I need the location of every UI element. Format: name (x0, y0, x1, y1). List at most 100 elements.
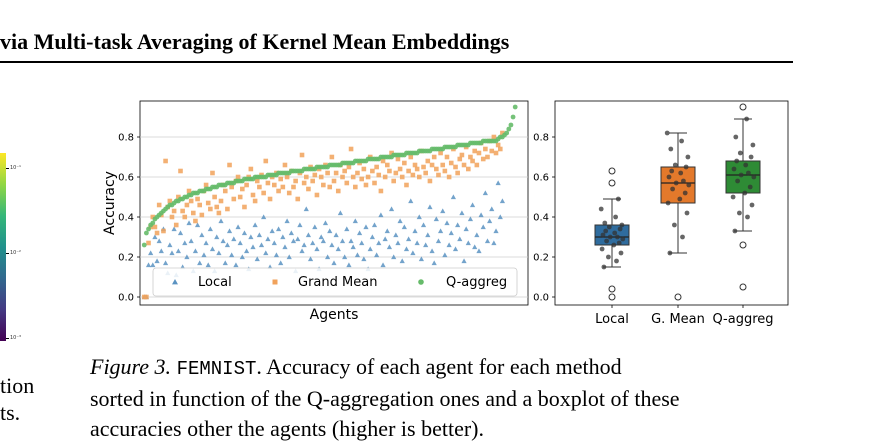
scatter-point-q-aggreg (506, 126, 512, 132)
legend-marker-q-aggreg (418, 279, 424, 285)
box-agent-point (614, 258, 619, 264)
scatter-point-grand-mean (229, 184, 234, 190)
box-local (594, 167, 630, 301)
scatter-point-grand-mean (461, 162, 467, 168)
scatter-point-local (440, 208, 446, 214)
colorbar-tick-label: 10⁻¹ (10, 165, 22, 171)
scatter-point-grand-mean (374, 164, 379, 170)
scatter-point-local (384, 228, 390, 234)
scatter-point-local (491, 240, 497, 246)
scatter-point-local (399, 258, 405, 264)
box-agent-point (678, 170, 684, 176)
box-y-tick-label: 0.6 (533, 173, 549, 184)
figure-3: 0.0 0.2 0.4 0.6 0.8 Accuracy Agents Local Gr… (102, 100, 789, 327)
scatter-point-grand-mean (497, 146, 503, 152)
scatter-point-grand-mean (387, 168, 392, 174)
box-agent-point (735, 178, 740, 184)
scatter-point-grand-mean (250, 192, 256, 198)
colorbar-tick-label: 10⁻³ (10, 335, 22, 341)
scatter-point-local (499, 198, 506, 204)
scatter-point-grand-mean (344, 180, 350, 186)
scatter-point-local (303, 206, 309, 212)
legend-box (152, 267, 518, 297)
scatter-point-local (388, 206, 395, 212)
scatter-point-grand-mean (314, 192, 320, 198)
scatter-point-local (493, 228, 499, 234)
scatter-point-grand-mean (312, 172, 318, 178)
scatter-point-local (346, 262, 352, 268)
scatter-point-local (299, 248, 305, 254)
scatter-point-grand-mean (466, 166, 471, 172)
scatter-point-local (465, 240, 471, 246)
scatter-point-local (335, 246, 341, 252)
scatter-point-grand-mean (427, 178, 433, 184)
scatter-point-grand-mean (414, 166, 420, 172)
box-x-tick-label: G. Mean (651, 312, 705, 327)
scatter-point-grand-mean (431, 154, 437, 160)
scatter-point-grand-mean (214, 204, 220, 210)
scatter-point-local (188, 238, 194, 244)
scatter-point-local (344, 226, 350, 232)
scatter-point-grand-mean (235, 174, 241, 180)
box-agent-point (738, 172, 744, 178)
box-agent-point (603, 228, 609, 234)
box-agent-point (612, 230, 618, 236)
scatter-y-tick-label: 0.8 (118, 133, 134, 144)
box-agent-point (615, 234, 620, 240)
scatter-point-local (495, 180, 501, 186)
scatter-point-grand-mean (154, 230, 160, 236)
scatter-point-grand-mean (399, 174, 405, 180)
scatter-point-local (408, 198, 414, 204)
scatter-point-local (418, 256, 425, 262)
scatter-point-grand-mean (355, 170, 360, 176)
box-agent-point (673, 180, 679, 186)
scatter-point-local (275, 226, 282, 232)
scatter-point-local (169, 250, 175, 256)
box-agent-point (619, 222, 625, 228)
scatter-point-grand-mean (470, 158, 475, 164)
scatter-y-tick-label: 0.0 (118, 293, 134, 304)
box-g-mean (660, 130, 696, 301)
box-agent-point (668, 146, 674, 152)
scatter-point-local (450, 194, 456, 200)
scatter-point-local (269, 228, 275, 234)
box-agent-point (742, 190, 748, 196)
box-outlier (739, 283, 747, 291)
scatter-point-local (348, 238, 354, 244)
scatter-point-local (331, 260, 337, 266)
scatter-point-local (192, 248, 199, 254)
scatter-point-local (433, 216, 439, 222)
box-agent-point (667, 250, 673, 256)
caption-line-2: sorted in function of the Q-aggregation … (90, 386, 680, 411)
scatter-point-local (474, 232, 480, 238)
scatter-point-grand-mean (468, 154, 473, 160)
scatter-point-grand-mean (310, 178, 315, 184)
box-agent-point (734, 158, 740, 164)
scatter-point-grand-mean (408, 154, 414, 160)
box-outlier (608, 285, 616, 293)
scatter-point-grand-mean (442, 168, 448, 174)
scatter-point-local (201, 252, 207, 258)
box-agent-point (684, 210, 690, 216)
scatter-point-local (467, 216, 474, 222)
scatter-point-grand-mean (382, 174, 388, 180)
scatter-point-local (452, 246, 459, 252)
scatter-y-tick-label: 0.2 (118, 253, 134, 264)
scatter-point-grand-mean (225, 206, 230, 212)
box-agent-point (737, 210, 742, 216)
scatter-point-local (361, 256, 367, 262)
scatter-point-grand-mean (280, 184, 286, 190)
scatter-point-local (320, 238, 326, 244)
scatter-point-grand-mean (365, 174, 371, 180)
box-y-tick-label: 0.0 (533, 293, 549, 304)
figure-caption: Figure 3. FEMNIST. Accuracy of each agen… (90, 352, 795, 444)
series-q-aggreg (141, 104, 518, 248)
scatter-point-local (461, 258, 467, 264)
scatter-point-grand-mean (284, 174, 290, 180)
scatter-point-local (401, 224, 407, 230)
scatter-point-grand-mean (267, 196, 273, 202)
scatter-point-grand-mean (329, 154, 335, 160)
scatter-point-local (455, 222, 461, 228)
scatter-point-grand-mean (335, 188, 341, 194)
scatter-point-local (482, 190, 488, 196)
